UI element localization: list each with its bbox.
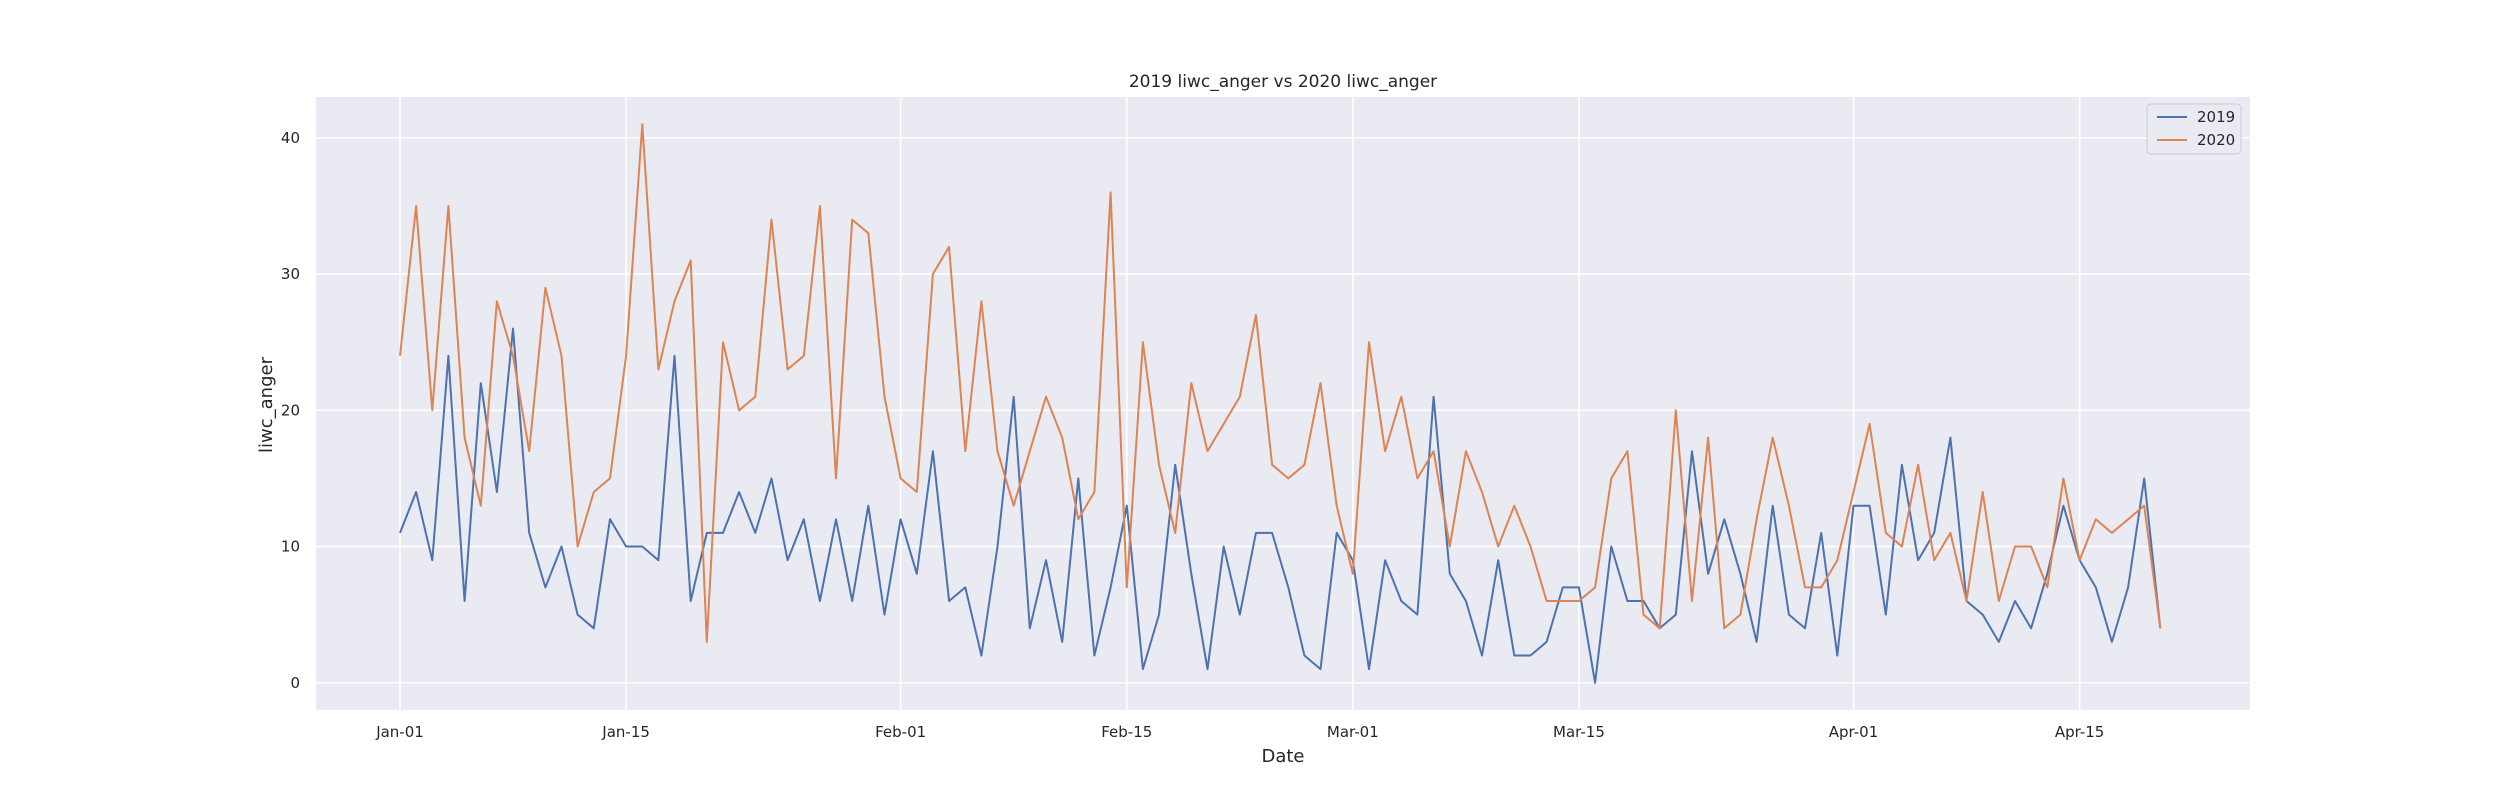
x-tick-label: Feb-01 (875, 723, 926, 741)
series-line-2020 (399, 123, 2162, 643)
y-tick-label: 20 (281, 401, 300, 419)
chart-title: 2019 liwc_anger vs 2020 liwc_anger (1129, 72, 1437, 92)
plot-background (316, 97, 2250, 710)
y-tick-label: 30 (281, 265, 300, 283)
x-tick-label: Jan-15 (601, 723, 650, 741)
y-axis-label: liwc_anger (256, 356, 277, 453)
x-axis-label: Date (1261, 746, 1304, 767)
series-line-2019 (399, 327, 2162, 684)
x-tick-label: Mar-01 (1327, 723, 1379, 741)
legend-label-2020: 2020 (2197, 131, 2235, 149)
y-tick-label: 10 (281, 538, 300, 556)
y-tick-label: 40 (281, 129, 300, 147)
x-tick-label: Mar-15 (1553, 723, 1605, 741)
x-tick-label: Apr-01 (1829, 723, 1879, 741)
x-tick-label: Apr-15 (2055, 723, 2105, 741)
y-gridlines (316, 137, 2250, 684)
series-lines (399, 123, 2162, 684)
y-tick-labels: 0 10 20 30 40 (281, 129, 300, 692)
x-gridlines (399, 97, 2081, 710)
y-tick-label: 0 (290, 674, 300, 692)
legend-label-2019: 2019 (2197, 108, 2235, 126)
x-tick-label: Jan-01 (375, 723, 424, 741)
x-tick-label: Feb-15 (1101, 723, 1152, 741)
legend: 2019 2020 (2146, 103, 2242, 155)
x-tick-labels: Jan-01 Jan-15 Feb-01 Feb-15 Mar-01 Mar-15 Apr-… (375, 723, 2104, 741)
